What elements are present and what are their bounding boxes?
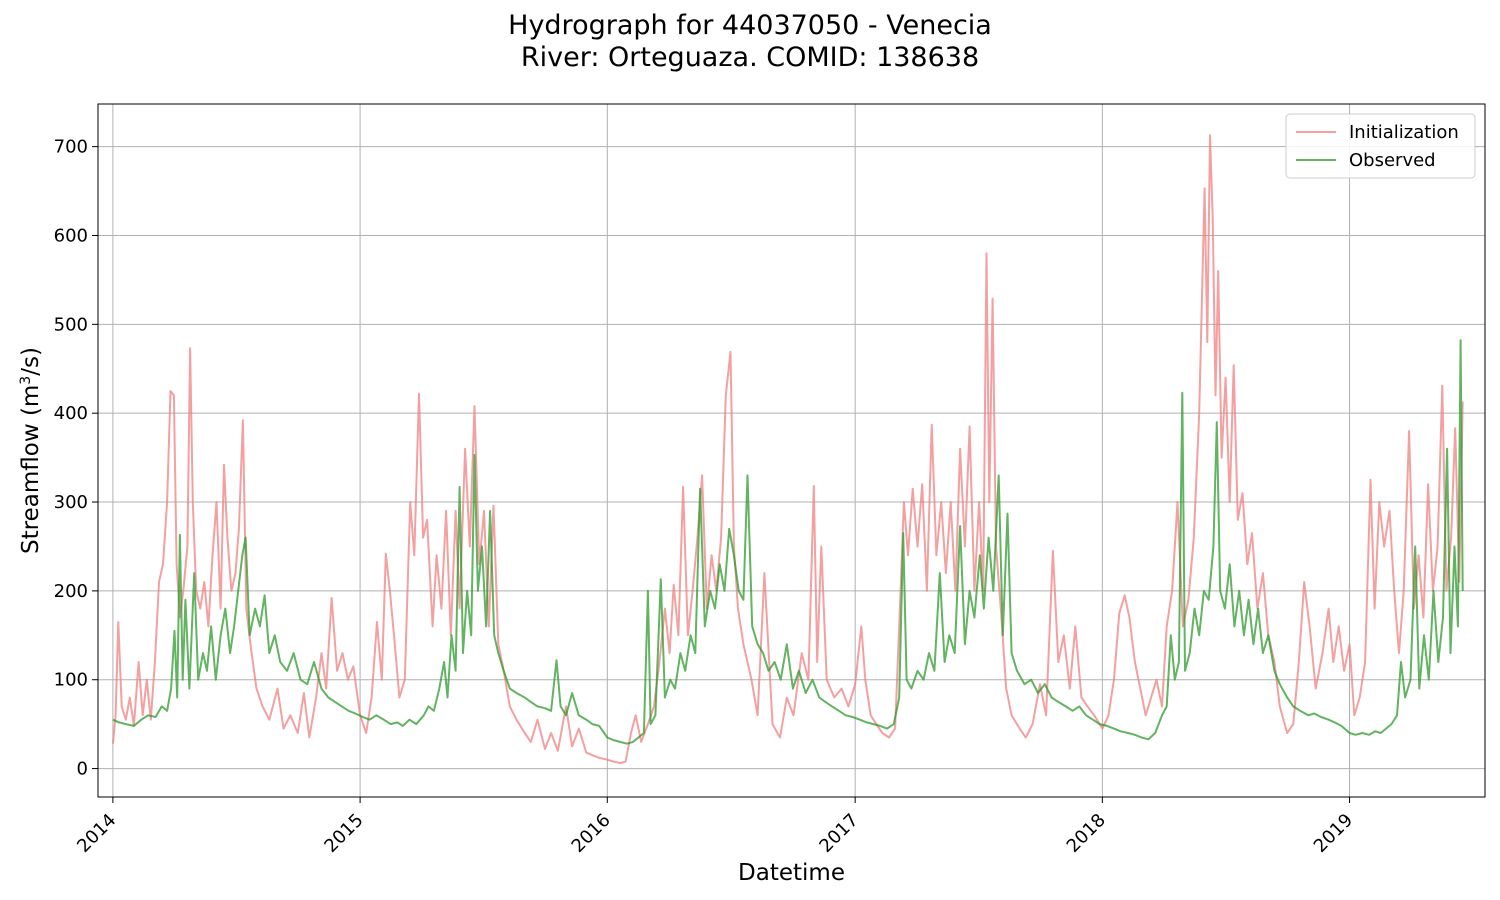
x-tick-label: 2019 xyxy=(1310,810,1357,857)
x-tick-label: 2017 xyxy=(815,810,862,857)
grid xyxy=(98,104,1485,797)
x-tick-label: 2018 xyxy=(1063,810,1110,857)
legend-box xyxy=(1285,113,1476,179)
y-tick-label: 600 xyxy=(54,225,88,246)
y-tick-label: 700 xyxy=(54,137,88,158)
y-axis-label-suffix: /s) xyxy=(18,347,44,376)
plot-frame xyxy=(97,103,1486,798)
chart-title: Hydrograph for 44037050 - Venecia River:… xyxy=(0,10,1500,74)
y-tick-label: 200 xyxy=(54,581,88,602)
chart-title-line2: River: Orteguaza. COMID: 138638 xyxy=(520,42,980,73)
legend: Initialization Observed xyxy=(1285,113,1476,179)
y-tick-label: 400 xyxy=(54,403,88,424)
series-line-observed xyxy=(112,339,1464,745)
y-tick-label: 0 xyxy=(77,759,88,780)
y-axis-label: Streamflow (m3/s) xyxy=(18,347,44,554)
y-tick-label: 100 xyxy=(54,670,88,691)
y-axis-label-sup: 3 xyxy=(18,376,34,385)
series-line-initialization xyxy=(111,134,1464,765)
x-tick-label: 2016 xyxy=(568,810,615,857)
x-tick-label: 2014 xyxy=(73,810,120,857)
legend-label-initialization: Initialization xyxy=(1349,122,1459,143)
x-axis-label: Datetime xyxy=(738,860,845,886)
legend-label-observed: Observed xyxy=(1349,150,1436,171)
ticks: 0 100 200 300 400 500 600 700 2014 2015 2016 2017 20… xyxy=(54,137,1357,857)
y-axis-label-prefix: Streamflow (m xyxy=(18,385,44,554)
x-tick-label: 2015 xyxy=(320,810,367,857)
y-tick-label: 500 xyxy=(54,314,88,335)
series-layer xyxy=(111,134,1464,765)
chart-title-line1: Hydrograph for 44037050 - Venecia xyxy=(508,10,992,41)
y-tick-label: 300 xyxy=(54,492,88,513)
